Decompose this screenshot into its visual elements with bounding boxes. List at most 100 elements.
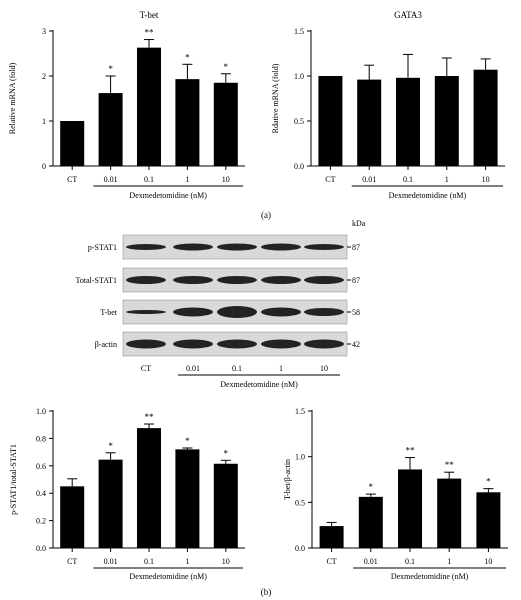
x-tick-label: 0.1 xyxy=(403,175,413,184)
significance-marker: * xyxy=(486,477,491,487)
x-tick-label: 10 xyxy=(484,557,492,566)
significance-marker: * xyxy=(224,62,229,72)
x-tick-label: 10 xyxy=(222,557,230,566)
blot-band xyxy=(304,339,344,349)
y-tick-label: 0.2 xyxy=(36,517,46,526)
x-tick-label: 0.01 xyxy=(364,557,378,566)
y-tick-label: 1.0 xyxy=(295,453,305,462)
blot-band xyxy=(261,276,301,284)
bar xyxy=(98,459,123,548)
y-tick-label: 0.5 xyxy=(294,117,304,126)
blot-row-label: p-STAT1 xyxy=(88,243,117,252)
x-tick-label: 1 xyxy=(185,175,189,184)
x-axis-label: Dexmedetomidine (nM) xyxy=(129,191,207,200)
bar xyxy=(358,496,383,548)
x-tick-label: 1 xyxy=(447,557,451,566)
x-tick-label: CT xyxy=(325,175,335,184)
y-tick-label: 0.6 xyxy=(36,462,46,471)
x-tick-label: 0.01 xyxy=(362,175,376,184)
bar xyxy=(137,428,161,548)
kda-header: kDa xyxy=(352,219,366,228)
blot-kda-marker: 58 xyxy=(352,308,360,317)
y-axis-label: p-STAT1/total-STAT1 xyxy=(9,444,18,515)
significance-marker: * xyxy=(108,64,113,74)
x-tick-label: CT xyxy=(67,175,77,184)
blot-band xyxy=(304,276,344,284)
bar xyxy=(434,76,459,166)
x-tick-label: 1 xyxy=(185,557,189,566)
significance-marker: * xyxy=(224,448,229,458)
significance-marker: * xyxy=(369,482,374,492)
y-axis-label: T-bet/β-actin xyxy=(283,459,292,500)
blot-row-label: β-actin xyxy=(95,340,117,349)
x-tick-label: 10 xyxy=(222,175,230,184)
significance-marker: ** xyxy=(145,412,155,422)
significance-marker: * xyxy=(185,52,190,62)
blot-row-label: T-bet xyxy=(100,308,117,317)
y-tick-label: 0.0 xyxy=(294,162,304,171)
y-tick-label: 0.0 xyxy=(36,544,46,553)
y-tick-label: 3 xyxy=(42,27,46,36)
x-tick-label: 0.1 xyxy=(405,557,415,566)
blot-lane-label: CT xyxy=(141,364,151,373)
bar xyxy=(60,486,85,548)
significance-marker: ** xyxy=(145,28,155,38)
blot-row-label: Total-STAT1 xyxy=(76,276,117,285)
y-axis-label: Rdative mRNA (fold) xyxy=(271,63,280,133)
chart-title: T-bet xyxy=(140,10,159,20)
y-tick-label: 0.0 xyxy=(295,544,305,553)
panel-label-a: (a) xyxy=(261,210,271,220)
x-tick-label: CT xyxy=(67,557,77,566)
chart-title: GATA3 xyxy=(394,10,422,20)
bar xyxy=(437,478,462,548)
bar xyxy=(396,77,420,166)
significance-marker: * xyxy=(108,441,113,451)
bar xyxy=(175,449,200,548)
blot-band xyxy=(126,244,166,250)
bar xyxy=(398,469,422,548)
y-tick-label: 1.0 xyxy=(294,72,304,81)
y-tick-label: 1.0 xyxy=(36,407,46,416)
y-tick-label: 1 xyxy=(42,117,46,126)
x-tick-label: 0.1 xyxy=(144,557,154,566)
x-tick-label: 10 xyxy=(482,175,490,184)
significance-marker: * xyxy=(185,436,190,446)
chart-tbet-actin-ratio: 0.0 0.5 1.0 1.5 T-bet/β-actin CT * 0.01 ** 0.1 ** 1… xyxy=(283,407,508,581)
x-axis-label: Dexmedetomidine (nM) xyxy=(129,572,207,581)
blot-band xyxy=(217,339,257,349)
bar xyxy=(213,82,238,166)
blot-band xyxy=(126,339,166,349)
bar xyxy=(476,492,501,548)
bar xyxy=(213,463,238,548)
blot-band xyxy=(217,243,257,251)
y-tick-label: 0.4 xyxy=(36,489,46,498)
y-tick-label: 0 xyxy=(42,162,46,171)
blot-band xyxy=(304,244,344,250)
chart-pstat1-ratio: 0.0 0.2 0.4 0.6 0.8 1.0 p-STAT1/total-STAT1 CT *… xyxy=(9,407,245,581)
significance-marker: ** xyxy=(406,446,416,456)
western-blot-panel: kDa p-STAT1 87 Total-STAT1 87 T-bet 58 β-actin 4… xyxy=(76,219,366,389)
blot-kda-marker: 42 xyxy=(352,340,360,349)
blot-band xyxy=(173,276,213,284)
blot-kda-marker: 87 xyxy=(352,243,360,252)
blot-lane-label: 10 xyxy=(320,364,328,373)
y-tick-label: 0.8 xyxy=(36,434,46,443)
y-axis-label: Relative mRNA (fold) xyxy=(8,62,17,134)
x-axis-label: Dexmedetomidine (nM) xyxy=(391,572,469,581)
blot-band xyxy=(126,276,166,284)
y-tick-label: 2 xyxy=(42,72,46,81)
blot-band xyxy=(217,306,257,318)
y-tick-label: 1.5 xyxy=(295,407,305,416)
bar xyxy=(137,47,161,166)
blot-band xyxy=(173,339,213,349)
chart-gata3-mrna: 0.0 0.5 1.0 1.5 GATA3 Rdative mRNA (fold) CT 0.… xyxy=(271,10,505,200)
y-tick-label: 0.5 xyxy=(295,498,305,507)
bar xyxy=(319,526,344,548)
blot-band xyxy=(261,307,301,317)
blot-band xyxy=(173,307,213,317)
blot-x-axis-label: Dexmedetomidine (nM) xyxy=(220,380,298,389)
bar xyxy=(175,79,200,166)
blot-band xyxy=(304,308,344,316)
blot-kda-marker: 87 xyxy=(352,276,360,285)
x-tick-label: 0.01 xyxy=(104,175,118,184)
